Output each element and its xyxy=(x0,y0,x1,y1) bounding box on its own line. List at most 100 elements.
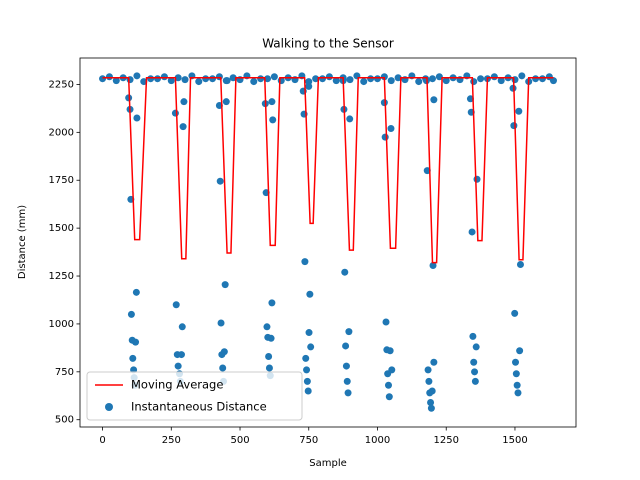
scatter-point xyxy=(306,290,314,298)
legend-label: Instantaneous Distance xyxy=(131,400,267,414)
scatter-point xyxy=(516,347,524,355)
y-tick-label: 2000 xyxy=(49,127,74,138)
scatter-point xyxy=(427,398,435,406)
scatter-point xyxy=(269,116,277,124)
scatter-point xyxy=(133,72,141,80)
scatter-point xyxy=(180,98,188,106)
scatter-point xyxy=(373,75,381,83)
legend-box xyxy=(86,371,303,421)
scatter-point xyxy=(427,404,435,412)
scatter-point xyxy=(140,78,148,86)
scatter-point xyxy=(514,389,522,397)
scatter-point xyxy=(220,348,228,356)
scatter-point xyxy=(428,387,436,395)
scatter-point xyxy=(167,77,175,85)
scatter-point xyxy=(174,362,182,370)
scatter-point xyxy=(332,77,340,85)
scatter-point xyxy=(342,342,350,350)
scatter-point xyxy=(217,319,225,327)
scatter-point xyxy=(127,310,135,318)
scatter-point xyxy=(270,73,278,81)
scatter-point xyxy=(470,78,478,86)
scatter-point xyxy=(477,75,485,83)
scatter-point xyxy=(510,122,518,130)
scatter-point xyxy=(346,76,354,84)
scatter-point xyxy=(268,299,276,307)
x-tick-label: 500 xyxy=(230,435,249,446)
scatter-point xyxy=(215,73,223,81)
scatter-point xyxy=(195,78,203,86)
scatter-point xyxy=(515,107,523,115)
scatter-point xyxy=(512,370,520,378)
y-tick-label: 500 xyxy=(55,415,74,426)
scatter-point xyxy=(471,368,479,376)
scatter-point xyxy=(435,73,443,81)
scatter-point xyxy=(532,75,540,83)
scatter-point xyxy=(442,77,450,85)
scatter-point xyxy=(154,75,162,83)
scatter-point xyxy=(301,258,309,266)
scatter-point xyxy=(174,74,182,82)
scatter-point xyxy=(125,94,133,102)
scatter-point xyxy=(160,73,168,81)
y-axis-label: Distance (mm) xyxy=(17,205,28,279)
scatter-point xyxy=(129,354,137,362)
y-tick-label: 1750 xyxy=(49,175,74,186)
scatter-point xyxy=(384,381,392,389)
scatter-point xyxy=(425,377,433,385)
scatter-point xyxy=(345,328,353,336)
scatter-point xyxy=(304,387,312,395)
scatter-point xyxy=(518,72,526,80)
scatter-point xyxy=(303,366,311,374)
scatter-point xyxy=(171,109,179,117)
scatter-point xyxy=(229,74,237,82)
scatter-point xyxy=(472,343,480,351)
scatter-point xyxy=(112,77,120,85)
scatter-point xyxy=(388,366,396,374)
scatter-point xyxy=(216,177,224,185)
legend-marker xyxy=(105,403,113,411)
scatter-point xyxy=(471,377,479,385)
scatter-point xyxy=(179,123,187,131)
scatter-point xyxy=(341,268,349,276)
scatter-point xyxy=(319,75,327,83)
scatter-point xyxy=(105,73,113,81)
scatter-point xyxy=(380,99,388,107)
scatter-point xyxy=(346,115,354,123)
scatter-point xyxy=(344,389,352,397)
x-axis-label: Sample xyxy=(309,458,347,469)
scatter-point xyxy=(325,73,333,81)
scatter-point xyxy=(209,75,217,83)
scatter-point xyxy=(386,347,394,355)
legend-label: Moving Average xyxy=(131,378,223,392)
scatter-point xyxy=(430,96,438,104)
scatter-point xyxy=(382,318,390,326)
scatter-point xyxy=(385,393,393,401)
scatter-point xyxy=(307,343,315,351)
scatter-point xyxy=(222,98,230,106)
scatter-point xyxy=(538,75,546,83)
chart-title: Walking to the Sensor xyxy=(262,37,394,51)
x-tick-label: 750 xyxy=(299,435,318,446)
plot-area xyxy=(99,72,557,412)
scatter-point xyxy=(257,75,265,83)
scatter-point xyxy=(469,332,477,340)
scatter-point xyxy=(367,75,375,83)
scatter-point xyxy=(360,78,368,86)
scatter-point xyxy=(490,73,498,81)
scatter-point xyxy=(172,301,180,309)
scatter-point xyxy=(219,364,227,372)
scatter-point xyxy=(387,125,395,133)
scatter-point xyxy=(132,288,140,296)
x-tick-label: 1000 xyxy=(365,435,390,446)
scatter-point xyxy=(381,133,389,141)
scatter-point xyxy=(181,76,189,84)
scatter-point xyxy=(223,77,231,85)
scatter-point xyxy=(473,175,481,183)
scatter-point xyxy=(430,358,438,366)
scatter-point xyxy=(267,334,275,342)
scatter-point xyxy=(132,338,140,346)
scatter-point xyxy=(312,75,320,83)
scatter-point xyxy=(342,362,350,370)
scatter-point xyxy=(263,323,271,331)
